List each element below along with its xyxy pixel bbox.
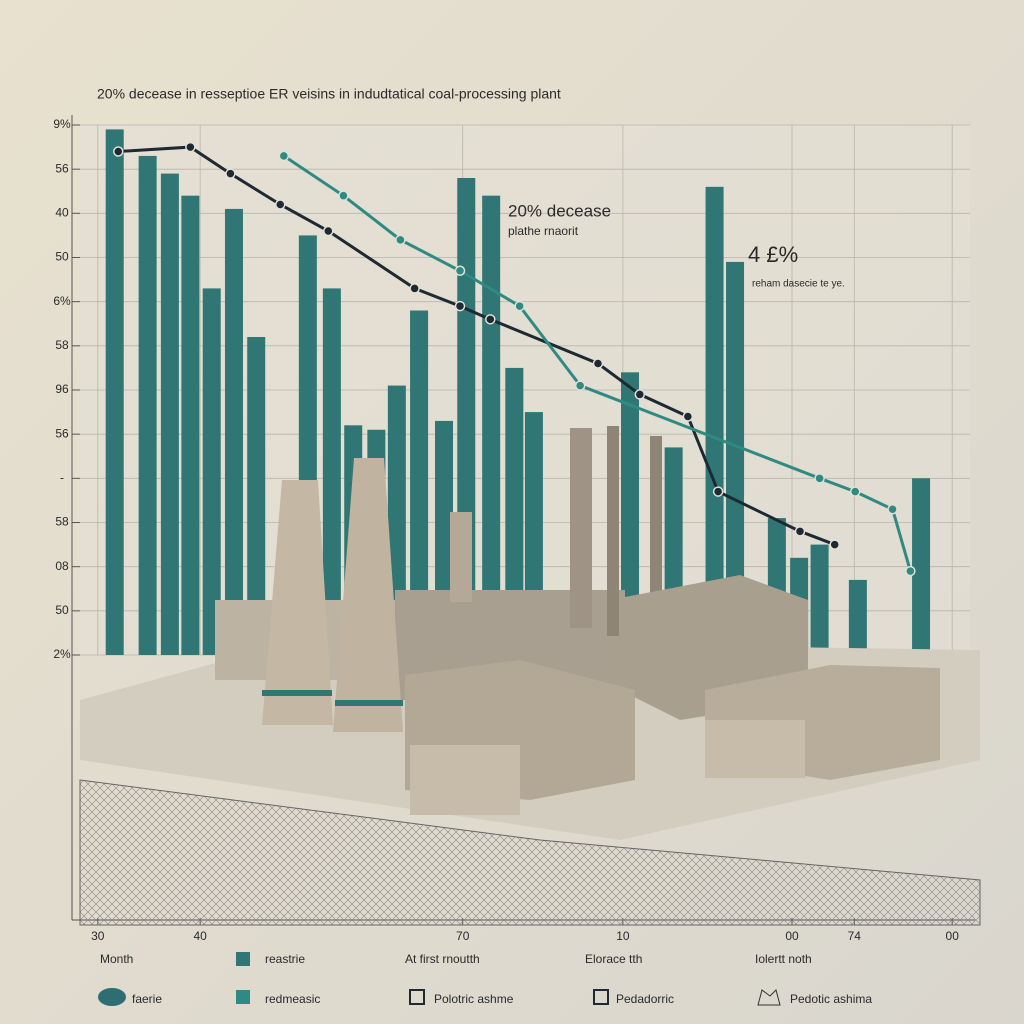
legend-swatch	[409, 989, 425, 1005]
legend-label: faerie	[132, 992, 162, 1006]
point	[395, 234, 406, 246]
bar	[705, 186, 724, 656]
y-tick-label: 58	[55, 338, 69, 352]
y-tick-label: 6%	[53, 294, 71, 308]
bar	[322, 288, 341, 655]
annotation: plathe rnaorit	[508, 224, 579, 238]
point	[454, 265, 466, 276]
bar	[912, 478, 931, 655]
y-tick-label: 96	[55, 382, 69, 396]
legend-swatch	[236, 990, 250, 1004]
point	[634, 389, 646, 400]
point	[682, 411, 694, 422]
legend-label: Elorace tth	[585, 952, 642, 966]
y-tick-label: 50	[55, 603, 69, 617]
bar	[726, 261, 745, 655]
point	[814, 473, 825, 484]
legend-swatch	[757, 989, 781, 1006]
point	[338, 190, 349, 201]
legend-swatch	[98, 988, 126, 1006]
y-tick-label: -	[60, 471, 64, 485]
legend-label: Iolertt noth	[755, 952, 812, 966]
point	[849, 486, 861, 497]
bar	[202, 288, 221, 655]
point	[794, 526, 806, 537]
factory	[79, 426, 981, 926]
annotation: 4 £%	[748, 242, 798, 267]
legend-label: Pedadorric	[616, 992, 674, 1006]
point	[113, 146, 124, 157]
legend-label: reastrie	[265, 952, 305, 966]
y-tick-label: 58	[55, 515, 69, 529]
y-tick-label: 56	[55, 426, 69, 440]
bar	[138, 155, 157, 655]
point	[829, 539, 840, 550]
legend-label: redmeasic	[265, 992, 320, 1006]
line	[118, 145, 836, 546]
bar	[105, 129, 124, 655]
point	[592, 358, 604, 369]
y-tick-label: 56	[55, 161, 69, 175]
legend: Month reastrie At first rnoutth Elorace …	[98, 952, 872, 1006]
plot-area: 2% 50 08 58 - 56 96 58 6% 50 40 56 9% 30 40 70 10 00 74 00	[53, 115, 975, 943]
y-tick-label: 50	[55, 250, 69, 264]
point	[275, 199, 286, 210]
legend-title: Month	[100, 952, 133, 966]
annotation: reham dasecie te ye.	[752, 279, 845, 290]
point	[514, 300, 525, 312]
x-tick-label: 74	[848, 929, 862, 943]
y-tick-label: 2%	[53, 647, 71, 661]
legend-swatch	[593, 989, 609, 1005]
legend-label: Polotric ashme	[434, 992, 514, 1006]
point	[323, 225, 334, 237]
point	[225, 168, 236, 179]
bar	[224, 208, 243, 655]
chart-title: 20% decease in resseptioe ER veisins in …	[97, 86, 561, 102]
point	[905, 565, 916, 577]
x-tick-label: 70	[456, 929, 470, 943]
legend-swatch	[236, 952, 250, 966]
bar	[505, 367, 524, 655]
bar	[247, 337, 266, 655]
bar	[482, 195, 501, 655]
y-tick-label: 40	[55, 206, 69, 220]
point	[887, 504, 898, 515]
point	[485, 314, 496, 325]
y-tick-label: 9%	[53, 117, 71, 131]
bar	[160, 173, 179, 656]
bar	[848, 579, 867, 655]
x-tick-label: 40	[193, 929, 207, 943]
x-tick-label: 30	[91, 929, 105, 943]
point	[712, 486, 724, 497]
legend-label: Pedotic ashima	[790, 992, 872, 1006]
line	[282, 154, 912, 572]
point	[278, 150, 290, 162]
point	[409, 283, 420, 294]
legend-label: At first rnoutth	[405, 952, 480, 966]
x-tick-label: 00	[946, 929, 960, 943]
x-tick-label: 00	[785, 929, 799, 943]
bar	[621, 372, 640, 655]
point	[454, 300, 466, 312]
y-tick-label: 08	[55, 559, 69, 573]
point	[185, 141, 196, 153]
bar	[810, 544, 829, 655]
annotation: 20% decease	[508, 201, 611, 220]
bar	[410, 310, 429, 655]
bar	[181, 195, 200, 655]
x-tick-label: 10	[616, 929, 630, 943]
point	[574, 380, 586, 391]
